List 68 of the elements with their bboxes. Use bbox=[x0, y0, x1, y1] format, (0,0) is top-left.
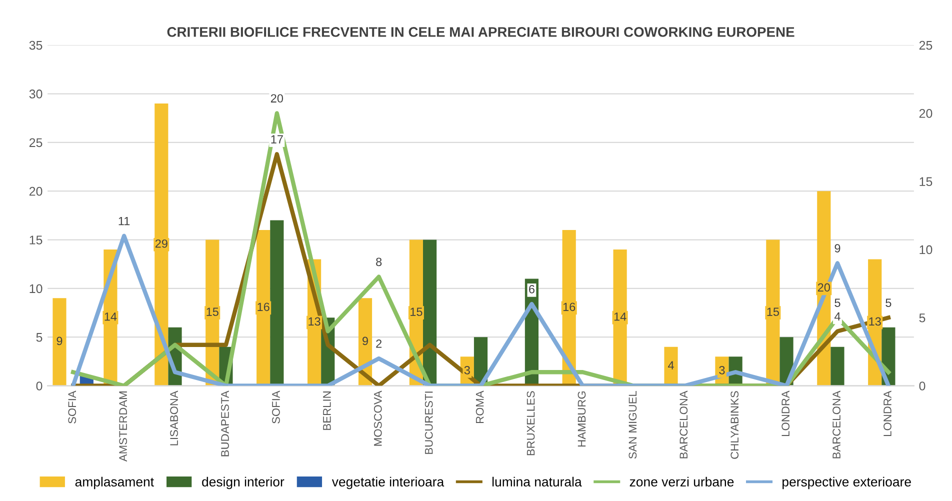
data-label: 5 bbox=[834, 298, 840, 307]
bar bbox=[52, 298, 66, 386]
x-tick-label: LONDRA bbox=[782, 390, 790, 436]
x-tick-label: LONDRA bbox=[884, 390, 892, 436]
y-tick-label: 25 bbox=[29, 138, 42, 148]
data-label: 9 bbox=[362, 336, 368, 346]
bar bbox=[270, 220, 284, 386]
data-label: 17 bbox=[271, 135, 283, 144]
data-label: 8 bbox=[376, 258, 382, 266]
x-tick-label: ROMA bbox=[476, 390, 484, 424]
y2-tick-label: 15 bbox=[920, 177, 932, 186]
legend-label: amplasament bbox=[75, 476, 154, 490]
data-label: 5 bbox=[886, 298, 892, 307]
y2-tick-label: 25 bbox=[919, 40, 932, 50]
y-tick-label: 10 bbox=[30, 284, 42, 294]
legend-label: lumina naturala bbox=[492, 476, 582, 487]
x-tick-label: BRUXELLES bbox=[526, 391, 535, 456]
chart-title: CRITERII BIOFILICE FRECVENTE IN CELE MAI APRECIATE BIROURI COWORKING EUROPENE bbox=[167, 27, 794, 37]
y-tick-label: 5 bbox=[36, 333, 42, 342]
legend-label: vegetatie interioara bbox=[332, 476, 444, 490]
y2-tick-label: 10 bbox=[920, 245, 932, 254]
x-tick-label: BERLIN bbox=[323, 392, 331, 430]
x-tick-label: SAN MIGUEL bbox=[628, 391, 637, 459]
y-tick-label: 30 bbox=[29, 90, 42, 98]
y-tick-label: 0 bbox=[36, 382, 42, 390]
y2-tick-label: 0 bbox=[919, 382, 926, 390]
data-label: 15 bbox=[767, 308, 779, 316]
x-tick-label: MOSCOVA bbox=[374, 390, 382, 446]
bar bbox=[830, 346, 844, 386]
data-label: 13 bbox=[308, 317, 320, 326]
legend-label: perspective exterioare bbox=[782, 476, 911, 490]
data-label: 9 bbox=[834, 244, 840, 252]
data-label: 3 bbox=[464, 366, 470, 374]
data-label: 15 bbox=[206, 308, 218, 316]
x-tick-label: HAMBURG bbox=[578, 391, 586, 447]
data-label: 2 bbox=[376, 339, 382, 348]
data-label: 20 bbox=[270, 94, 284, 103]
y2-tick-label: 5 bbox=[919, 314, 926, 322]
x-tick-label: SOFIA bbox=[68, 390, 76, 424]
x-tick-label: BUCURESTI bbox=[424, 392, 433, 454]
x-tick-label: AMSTERDAM bbox=[119, 392, 128, 462]
x-tick-label: BARCELONA bbox=[832, 390, 840, 458]
data-label: 3 bbox=[719, 366, 725, 374]
data-label: 20 bbox=[818, 283, 830, 292]
data-label: 11 bbox=[118, 216, 130, 226]
x-tick-label: LISABONA bbox=[170, 390, 178, 446]
data-label: 14 bbox=[104, 312, 117, 321]
data-label: 29 bbox=[155, 239, 168, 248]
x-tick-label: SOFIA bbox=[272, 390, 280, 424]
data-label: 14 bbox=[614, 312, 626, 321]
y-tick-label: 15 bbox=[30, 236, 42, 244]
data-label: 15 bbox=[410, 308, 422, 316]
bar bbox=[423, 240, 437, 386]
y2-tick-label: 20 bbox=[919, 109, 932, 118]
data-label: 9 bbox=[56, 336, 62, 346]
data-label: 13 bbox=[869, 317, 881, 326]
x-tick-label: CHLYABINKS bbox=[730, 391, 739, 459]
y-tick-label: 35 bbox=[29, 40, 42, 50]
line-series bbox=[70, 234, 891, 386]
data-label: 4 bbox=[668, 361, 674, 370]
x-tick-label: BUDAPESTA bbox=[221, 390, 229, 456]
data-label: 6 bbox=[529, 284, 534, 294]
data-label: 16 bbox=[563, 302, 576, 312]
legend-label: zone verzi urbane bbox=[630, 476, 734, 487]
data-label: 16 bbox=[258, 302, 270, 312]
legend-label: design interior bbox=[202, 476, 284, 490]
x-tick-label: BARCELONA bbox=[680, 390, 688, 458]
y-tick-label: 20 bbox=[29, 186, 42, 196]
